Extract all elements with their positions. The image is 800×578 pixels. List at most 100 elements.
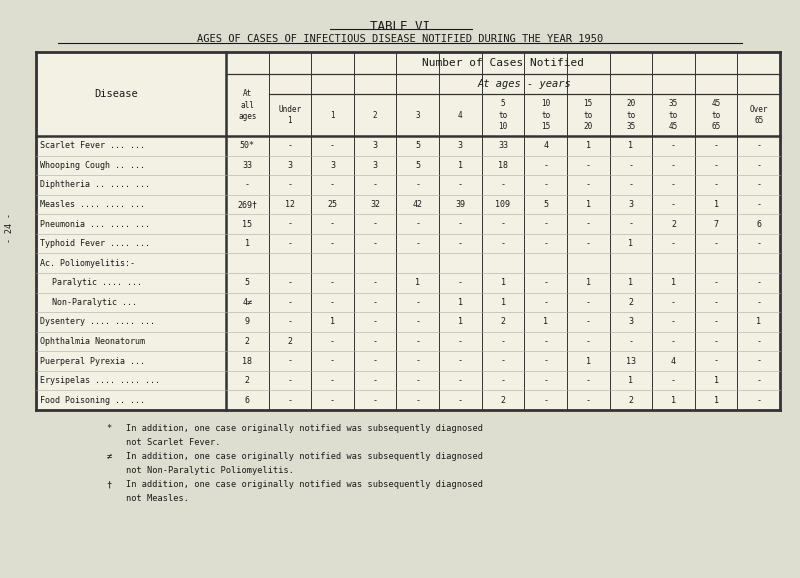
Text: -: - [330, 357, 335, 365]
Text: 109: 109 [495, 200, 510, 209]
Text: -: - [330, 278, 335, 287]
Text: -: - [330, 141, 335, 150]
Text: -: - [756, 180, 761, 190]
Text: -: - [671, 180, 676, 190]
Text: -: - [586, 298, 590, 307]
Text: 1: 1 [458, 317, 463, 327]
Text: -: - [671, 376, 676, 385]
Text: -: - [714, 141, 718, 150]
Text: -: - [671, 298, 676, 307]
Text: -: - [287, 317, 293, 327]
Text: -: - [586, 337, 590, 346]
Text: -: - [373, 220, 378, 228]
Text: -: - [586, 180, 590, 190]
Text: 1: 1 [714, 376, 718, 385]
Text: -: - [415, 298, 420, 307]
Text: 1: 1 [671, 396, 676, 405]
Text: -: - [756, 200, 761, 209]
Text: -: - [714, 337, 718, 346]
Text: 5
to
10: 5 to 10 [498, 99, 508, 131]
Text: 10
to
15: 10 to 15 [541, 99, 550, 131]
Text: In addition, one case originally notified was subsequently diagnosed: In addition, one case originally notifie… [126, 480, 483, 489]
Text: -: - [586, 396, 590, 405]
Text: -: - [671, 200, 676, 209]
Text: 5: 5 [415, 161, 420, 170]
Text: -: - [287, 180, 293, 190]
Text: -: - [373, 357, 378, 365]
Text: 1: 1 [628, 141, 634, 150]
Text: -: - [415, 239, 420, 248]
Text: -: - [586, 376, 590, 385]
Text: 2: 2 [628, 298, 634, 307]
Text: In addition, one case originally notified was subsequently diagnosed: In addition, one case originally notifie… [126, 452, 483, 461]
Text: Ac. Poliomyelitis:-: Ac. Poliomyelitis:- [40, 259, 135, 268]
Text: -: - [373, 376, 378, 385]
Text: -: - [756, 161, 761, 170]
Text: -: - [330, 220, 335, 228]
Text: -: - [287, 278, 293, 287]
Text: -: - [287, 239, 293, 248]
Text: -: - [756, 396, 761, 405]
Text: 1: 1 [628, 239, 634, 248]
Text: 1: 1 [501, 298, 506, 307]
Text: -: - [501, 220, 506, 228]
Text: -: - [415, 317, 420, 327]
Text: 7: 7 [714, 220, 718, 228]
Text: -: - [415, 180, 420, 190]
Text: ≠: ≠ [106, 452, 112, 461]
Text: -: - [458, 376, 463, 385]
Text: -: - [586, 239, 590, 248]
Text: 18: 18 [242, 357, 252, 365]
Text: Number of Cases Notified: Number of Cases Notified [422, 58, 584, 68]
Text: -: - [628, 220, 634, 228]
Text: -: - [543, 396, 548, 405]
Text: 1: 1 [458, 298, 463, 307]
Text: -: - [330, 180, 335, 190]
Text: -: - [586, 220, 590, 228]
Text: 5: 5 [543, 200, 548, 209]
Text: 4: 4 [458, 110, 462, 120]
Text: 2: 2 [373, 110, 378, 120]
Text: At ages - years: At ages - years [478, 79, 571, 89]
Text: -: - [330, 298, 335, 307]
Text: 1: 1 [330, 110, 335, 120]
Text: 2: 2 [671, 220, 676, 228]
Text: 20
to
35: 20 to 35 [626, 99, 635, 131]
Text: -: - [458, 220, 463, 228]
Text: 15
to
20: 15 to 20 [584, 99, 593, 131]
Text: 5: 5 [245, 278, 250, 287]
Text: -: - [501, 357, 506, 365]
Text: 2: 2 [245, 376, 250, 385]
Text: -: - [330, 396, 335, 405]
Text: AGES OF CASES OF INFECTIOUS DISEASE NOTIFIED DURING THE YEAR 1950: AGES OF CASES OF INFECTIOUS DISEASE NOTI… [197, 34, 603, 44]
Text: -: - [543, 161, 548, 170]
Text: -: - [714, 298, 718, 307]
Text: 3: 3 [330, 161, 335, 170]
Text: 3: 3 [373, 141, 378, 150]
Text: -: - [373, 396, 378, 405]
Text: 45
to
65: 45 to 65 [711, 99, 721, 131]
Text: 2: 2 [501, 396, 506, 405]
Text: 42: 42 [413, 200, 422, 209]
Text: 2: 2 [245, 337, 250, 346]
Text: 4: 4 [671, 357, 676, 365]
Text: 4: 4 [543, 141, 548, 150]
Text: At
all
ages: At all ages [238, 90, 257, 121]
Text: -: - [287, 298, 293, 307]
Text: 1: 1 [671, 278, 676, 287]
Text: -: - [756, 376, 761, 385]
Text: -: - [714, 239, 718, 248]
Text: -: - [373, 298, 378, 307]
Text: -: - [543, 337, 548, 346]
Text: 12: 12 [285, 200, 295, 209]
Text: 6: 6 [245, 396, 250, 405]
Text: 35
to
45: 35 to 45 [669, 99, 678, 131]
Text: -: - [373, 278, 378, 287]
Text: -: - [501, 180, 506, 190]
Text: -: - [501, 337, 506, 346]
Text: -: - [714, 161, 718, 170]
Text: 15: 15 [242, 220, 252, 228]
Text: -: - [415, 357, 420, 365]
Text: 3: 3 [373, 161, 378, 170]
Text: -: - [671, 239, 676, 248]
